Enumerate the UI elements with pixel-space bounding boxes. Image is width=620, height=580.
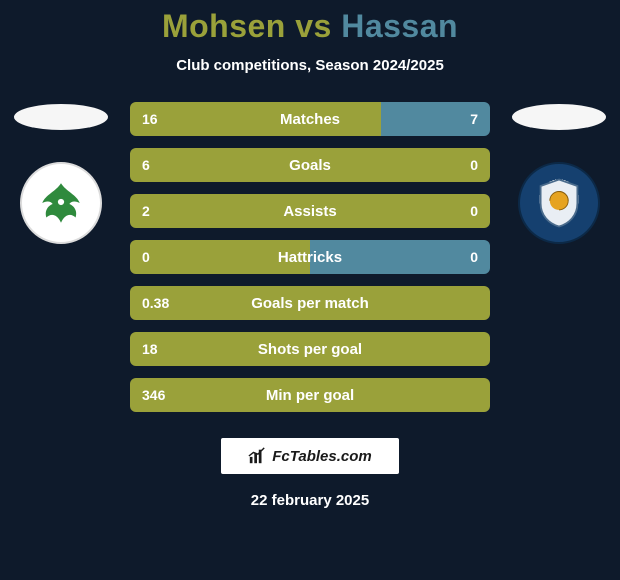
stat-bar-track (130, 148, 490, 182)
stat-bar-left-fill (130, 148, 490, 182)
stat-row: Min per goal346 (130, 378, 490, 412)
stat-bars: Matches167 Goals60 Assists20 Hattricks00 Goa… (130, 102, 490, 412)
stat-row: Shots per goal18 (130, 332, 490, 366)
player2-column (504, 102, 614, 244)
player2-club-badge (518, 162, 600, 244)
eagle-icon (35, 177, 87, 229)
stat-bar-left-fill (130, 332, 490, 366)
comparison-title: Mohsen vs Hassan (0, 0, 620, 45)
stat-row: Assists20 (130, 194, 490, 228)
stat-bar-track (130, 332, 490, 366)
stat-bar-left-fill (130, 240, 310, 274)
stat-bar-right-fill (381, 102, 490, 136)
stat-row: Goals per match0.38 (130, 286, 490, 320)
generated-date: 22 february 2025 (0, 492, 620, 509)
brand-text: FcTables.com (272, 448, 371, 465)
stat-bar-track (130, 194, 490, 228)
stat-bar-track (130, 240, 490, 274)
stat-bar-track (130, 286, 490, 320)
brand-badge: FcTables.com (221, 438, 399, 474)
shield-ball-icon (536, 177, 582, 229)
player1-name: Mohsen (162, 8, 286, 44)
stat-bar-left-fill (130, 286, 490, 320)
stat-bar-left-fill (130, 378, 490, 412)
subtitle: Club competitions, Season 2024/2025 (0, 57, 620, 74)
player1-column (6, 102, 116, 244)
stat-row: Matches167 (130, 102, 490, 136)
stat-bar-track (130, 378, 490, 412)
stat-row: Hattricks00 (130, 240, 490, 274)
vs-separator: vs (286, 8, 341, 44)
player2-photo-placeholder (512, 104, 606, 130)
stat-bar-track (130, 102, 490, 136)
player2-name: Hassan (341, 8, 458, 44)
comparison-main: Matches167 Goals60 Assists20 Hattricks00 Goa… (0, 102, 620, 412)
stat-bar-left-fill (130, 102, 381, 136)
brand-chart-icon (248, 447, 266, 465)
player1-club-badge (20, 162, 102, 244)
player1-photo-placeholder (14, 104, 108, 130)
stat-row: Goals60 (130, 148, 490, 182)
stat-bar-left-fill (130, 194, 490, 228)
stat-bar-right-fill (310, 240, 490, 274)
